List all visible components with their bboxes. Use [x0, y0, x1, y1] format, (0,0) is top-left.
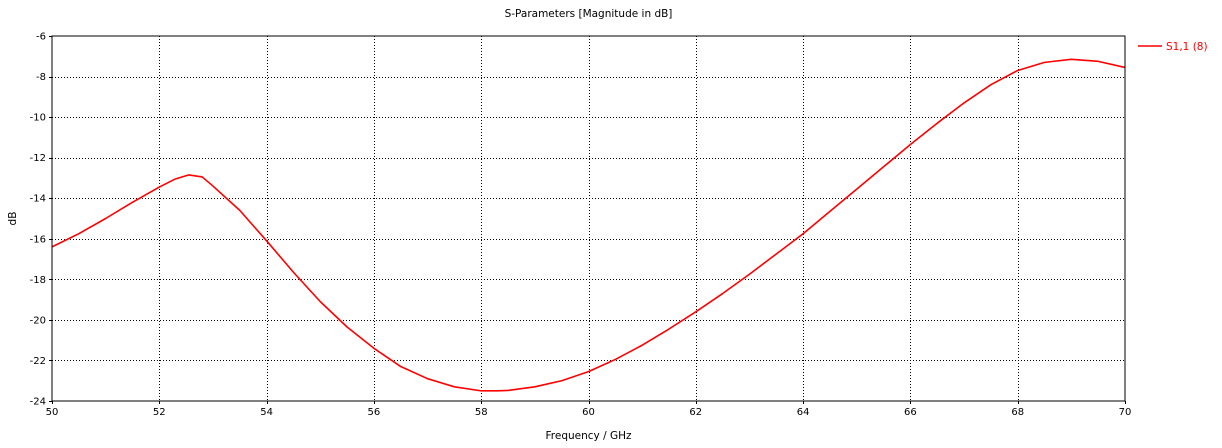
x-tick-label: 52 [153, 407, 166, 418]
plot-frame [51, 35, 1126, 402]
x-tick-label: 62 [689, 407, 702, 418]
chart-title: S-Parameters [Magnitude in dB] [505, 8, 673, 20]
x-tick-label: 68 [1011, 407, 1024, 418]
y-tick-label: -10 [30, 113, 46, 124]
x-tick-label: 64 [797, 407, 810, 418]
x-tick-label: 54 [260, 407, 273, 418]
legend-label: S1,1 (8) [1166, 41, 1208, 53]
x-tick-label: 56 [368, 407, 381, 418]
y-tick-label: -18 [30, 275, 46, 286]
y-tick-label: -14 [30, 194, 46, 205]
y-axis-label: dB [7, 212, 19, 226]
y-tick-label: -20 [30, 315, 46, 326]
grid-lines [52, 36, 1125, 401]
x-tick-label: 50 [46, 407, 59, 418]
y-tick-label: -16 [30, 234, 46, 245]
x-axis-label: Frequency / GHz [546, 430, 632, 442]
x-tick-label: 70 [1119, 407, 1132, 418]
y-tick-label: -8 [36, 72, 46, 83]
x-tick-label: 66 [904, 407, 917, 418]
legend: S1,1 (8) [1138, 41, 1208, 53]
x-tick-label: 58 [475, 407, 488, 418]
y-tick-label: -24 [30, 397, 46, 408]
series-layer [51, 58, 1126, 392]
y-tick-label: -12 [30, 153, 46, 164]
series-line-s11 [51, 58, 1126, 392]
y-tick-label: -22 [30, 356, 46, 367]
x-tick-label: 60 [582, 407, 595, 418]
tick-labels: 50 52 54 56 58 60 62 64 66 68 70 -24 -22 -20 -18 -16 -14… [30, 32, 1132, 419]
y-tick-label: -6 [36, 32, 46, 43]
